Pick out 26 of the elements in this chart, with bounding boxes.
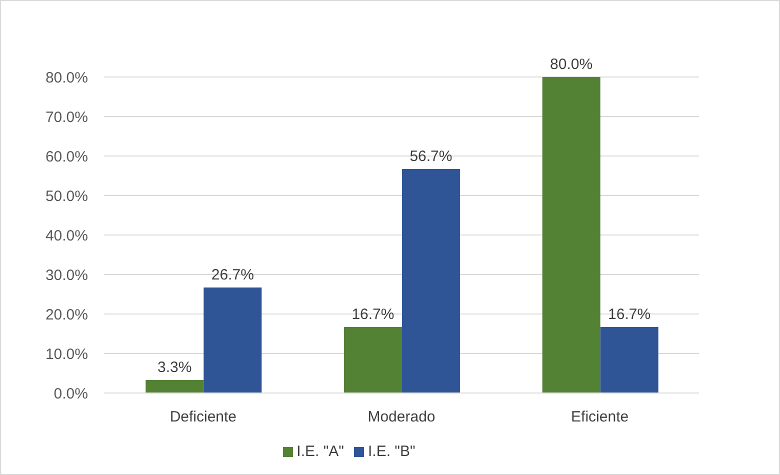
y-tick-label: 50.0% <box>45 188 88 205</box>
bar <box>542 77 600 393</box>
y-tick-label: 40.0% <box>45 227 88 244</box>
data-label: 3.3% <box>158 358 192 376</box>
bar <box>402 169 460 393</box>
x-tick-label: Eficiente <box>571 408 629 426</box>
legend-label: I.E. "B" <box>368 443 416 460</box>
bar <box>204 288 262 393</box>
data-label: 56.7% <box>410 148 452 166</box>
bar <box>600 327 658 393</box>
y-tick-label: 20.0% <box>45 306 88 324</box>
y-tick-label: 80.0% <box>45 69 88 86</box>
legend-label: I.E. "A" <box>296 443 344 460</box>
y-tick-label: 30.0% <box>45 266 88 284</box>
data-label: 80.0% <box>550 56 593 73</box>
data-label: 26.7% <box>211 266 254 284</box>
y-tick-label: 0.0% <box>54 385 88 402</box>
y-tick-label: 60.0% <box>45 148 88 166</box>
bar <box>146 380 204 393</box>
y-tick-label: 70.0% <box>45 108 88 126</box>
x-tick-label: Deficiente <box>170 408 237 426</box>
data-label: 16.7% <box>608 306 651 324</box>
data-label: 16.7% <box>352 306 394 324</box>
x-tick-label: Moderado <box>368 408 436 426</box>
bar <box>344 327 402 393</box>
y-tick-label: 10.0% <box>45 346 88 363</box>
